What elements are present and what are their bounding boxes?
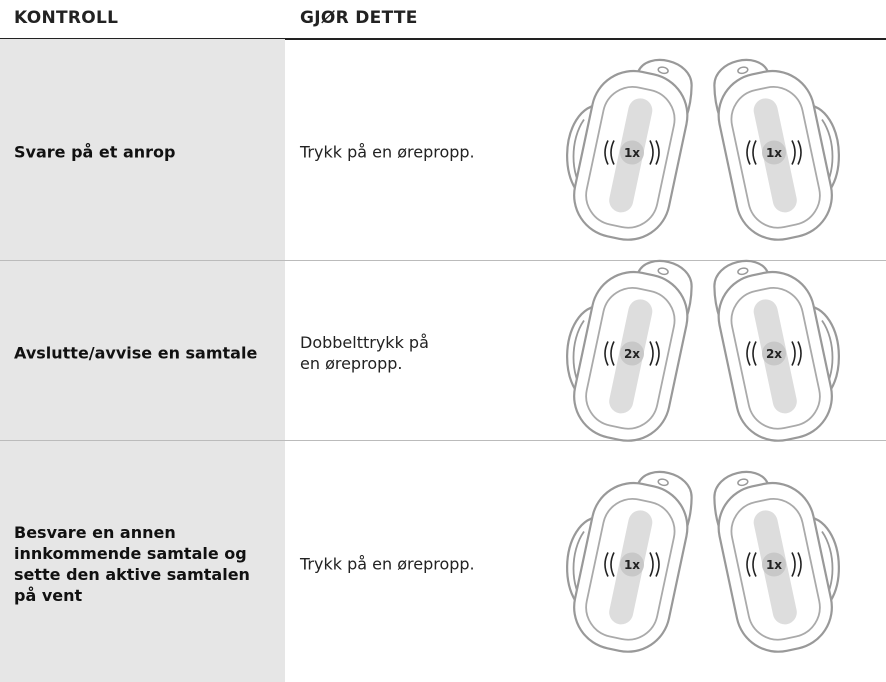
- sensor: [657, 66, 669, 75]
- tap-wave: [791, 552, 796, 577]
- label-cell: [0, 39, 285, 260]
- tap-wave: [746, 552, 751, 577]
- tap-label: 2x: [766, 347, 782, 361]
- tap-wave: [655, 341, 660, 366]
- tap-wave: [797, 341, 802, 366]
- control-text: Besvare en annen innkommende samtale og …: [14, 522, 250, 605]
- action-text: Trykk på en ørepropp.: [300, 142, 475, 161]
- tap-dot: [762, 140, 786, 165]
- tap-wave: [746, 140, 751, 165]
- tap-label: 1x: [766, 146, 782, 160]
- sensor: [737, 478, 749, 487]
- tap-wave: [649, 552, 654, 577]
- header-cell: KONTROLL: [14, 8, 119, 28]
- tap-wave: [604, 341, 609, 366]
- action-text: Dobbelttrykk på en ørepropp.: [300, 332, 429, 373]
- sensor: [657, 478, 669, 487]
- header-cell: GJØR DETTE: [300, 8, 418, 28]
- tap-label: 1x: [766, 558, 782, 572]
- sensor: [657, 267, 669, 276]
- row-divider: [0, 260, 886, 261]
- header-rule: [0, 38, 886, 40]
- tap-label: 1x: [624, 146, 640, 160]
- tap-wave: [610, 140, 615, 165]
- tap-dot: [620, 552, 644, 577]
- control-text: Svare på et anrop: [14, 142, 176, 161]
- tap-wave: [649, 341, 654, 366]
- tap-wave: [610, 552, 615, 577]
- tap-wave: [746, 341, 751, 366]
- tap-wave: [791, 341, 796, 366]
- tap-wave: [797, 552, 802, 577]
- row-divider: [0, 440, 886, 441]
- tap-wave: [797, 140, 802, 165]
- tap-wave: [791, 140, 796, 165]
- action-text: Trykk på en ørepropp.: [300, 554, 475, 573]
- tap-wave: [649, 140, 654, 165]
- tap-wave: [610, 341, 615, 366]
- tap-dot: [620, 341, 644, 366]
- tap-wave: [752, 341, 757, 366]
- tap-label: 2x: [624, 347, 640, 361]
- tap-wave: [752, 140, 757, 165]
- tap-wave: [752, 552, 757, 577]
- tap-wave: [655, 552, 660, 577]
- tap-dot: [762, 552, 786, 577]
- sensor: [737, 66, 749, 75]
- sensor: [737, 267, 749, 276]
- label-cell: [0, 441, 285, 682]
- tap-wave: [604, 140, 609, 165]
- tap-wave: [655, 140, 660, 165]
- control-text: Avslutte/avvise en samtale: [14, 343, 258, 362]
- tap-label: 1x: [624, 558, 640, 572]
- label-cell: [0, 261, 285, 440]
- tap-wave: [604, 552, 609, 577]
- tap-dot: [620, 140, 644, 165]
- tap-dot: [762, 341, 786, 366]
